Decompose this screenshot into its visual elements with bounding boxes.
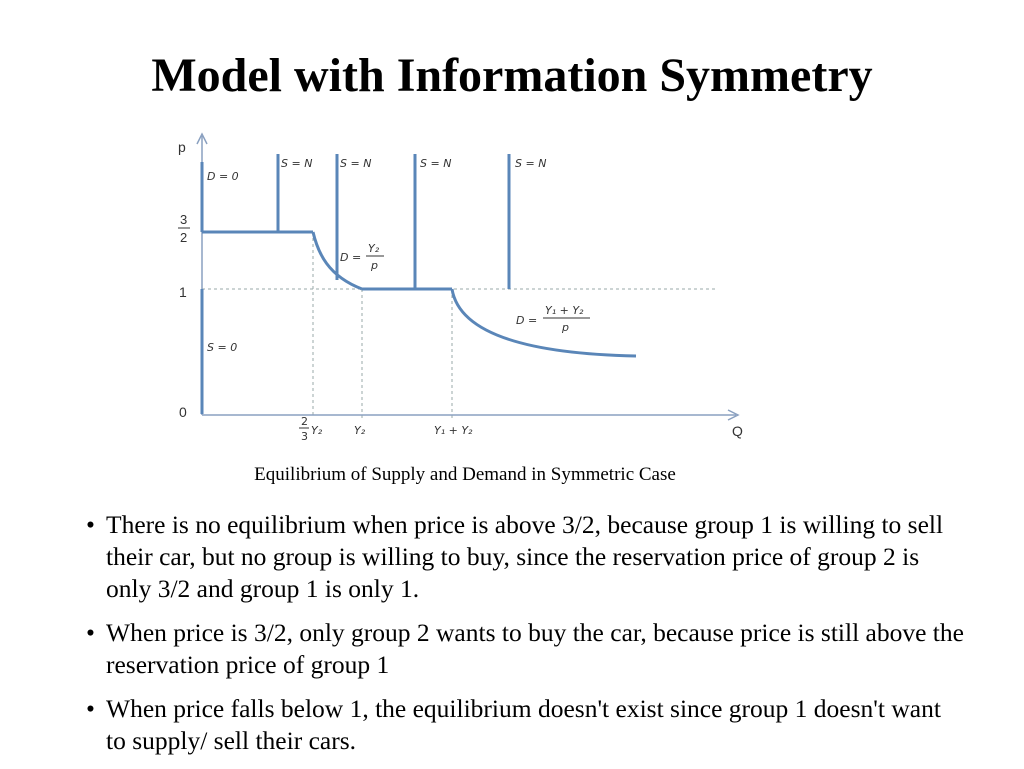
bullet-item: • When price is 3/2, only group 2 wants t… <box>86 617 966 681</box>
y-tick-zero: 0 <box>179 404 187 420</box>
bullet-marker: • <box>86 510 95 539</box>
bullet-marker: • <box>86 618 95 647</box>
demand-curve-y1-y2 <box>450 288 637 358</box>
label-s-n-1: S = N <box>281 157 312 170</box>
label-demand-y2-num: Y₂ <box>368 242 380 255</box>
bullet-list: • There is no equilibrium when price is a… <box>86 509 966 769</box>
label-demand-y1y2-den: p <box>561 321 569 334</box>
x-axis-arrow <box>727 409 740 421</box>
y-axis-arrow <box>196 132 208 145</box>
label-s-n-4: S = N <box>515 157 546 170</box>
label-demand-y1y2-num: Y₁ + Y₂ <box>545 304 584 317</box>
label-demand-y2-lhs: D = <box>340 251 361 264</box>
label-s-n-2: S = N <box>340 157 371 170</box>
x-tick-two-thirds-den: 3 <box>301 430 308 443</box>
label-demand-y2-den: p <box>370 259 378 272</box>
label-s-zero: S = 0 <box>207 341 237 354</box>
y-tick-three-halves-num: 3 <box>180 212 187 227</box>
supply-demand-diagram: p Q 3 2 1 0 2 3 Y₂ Y₂ Y₁ + Y₂ D = 0 S = … <box>178 132 743 443</box>
figure-caption: Equilibrium of Supply and Demand in Symm… <box>254 464 676 485</box>
x-tick-y1-plus-y2: Y₁ + Y₂ <box>434 424 473 437</box>
y-tick-three-halves-den: 2 <box>180 230 187 245</box>
x-tick-two-thirds-var: Y₂ <box>311 424 323 437</box>
y-axis-label: p <box>178 139 186 155</box>
bullet-text: When price falls below 1, the equilibriu… <box>106 694 941 755</box>
bullet-text: When price is 3/2, only group 2 wants to… <box>106 618 964 679</box>
supply-demand-figure: p Q 3 2 1 0 2 3 Y₂ Y₂ Y₁ + Y₂ D = 0 S = … <box>160 128 760 448</box>
y-tick-one: 1 <box>179 284 187 300</box>
x-tick-two-thirds-num: 2 <box>301 415 308 428</box>
slide-title: Model with Information Symmetry <box>151 49 873 102</box>
x-tick-y2: Y₂ <box>354 424 366 437</box>
label-demand-y1y2-lhs: D = <box>516 314 537 327</box>
label-d-zero: D = 0 <box>207 170 239 183</box>
bullet-text: There is no equilibrium when price is ab… <box>106 510 944 603</box>
x-axis-label: Q <box>732 423 743 439</box>
label-s-n-3: S = N <box>420 157 451 170</box>
bullet-item: • When price falls below 1, the equilibri… <box>86 693 966 757</box>
demand-curve-y2 <box>311 231 363 291</box>
bullet-marker: • <box>86 694 95 723</box>
curves <box>200 154 637 414</box>
bullet-item: • There is no equilibrium when price is a… <box>86 509 966 605</box>
